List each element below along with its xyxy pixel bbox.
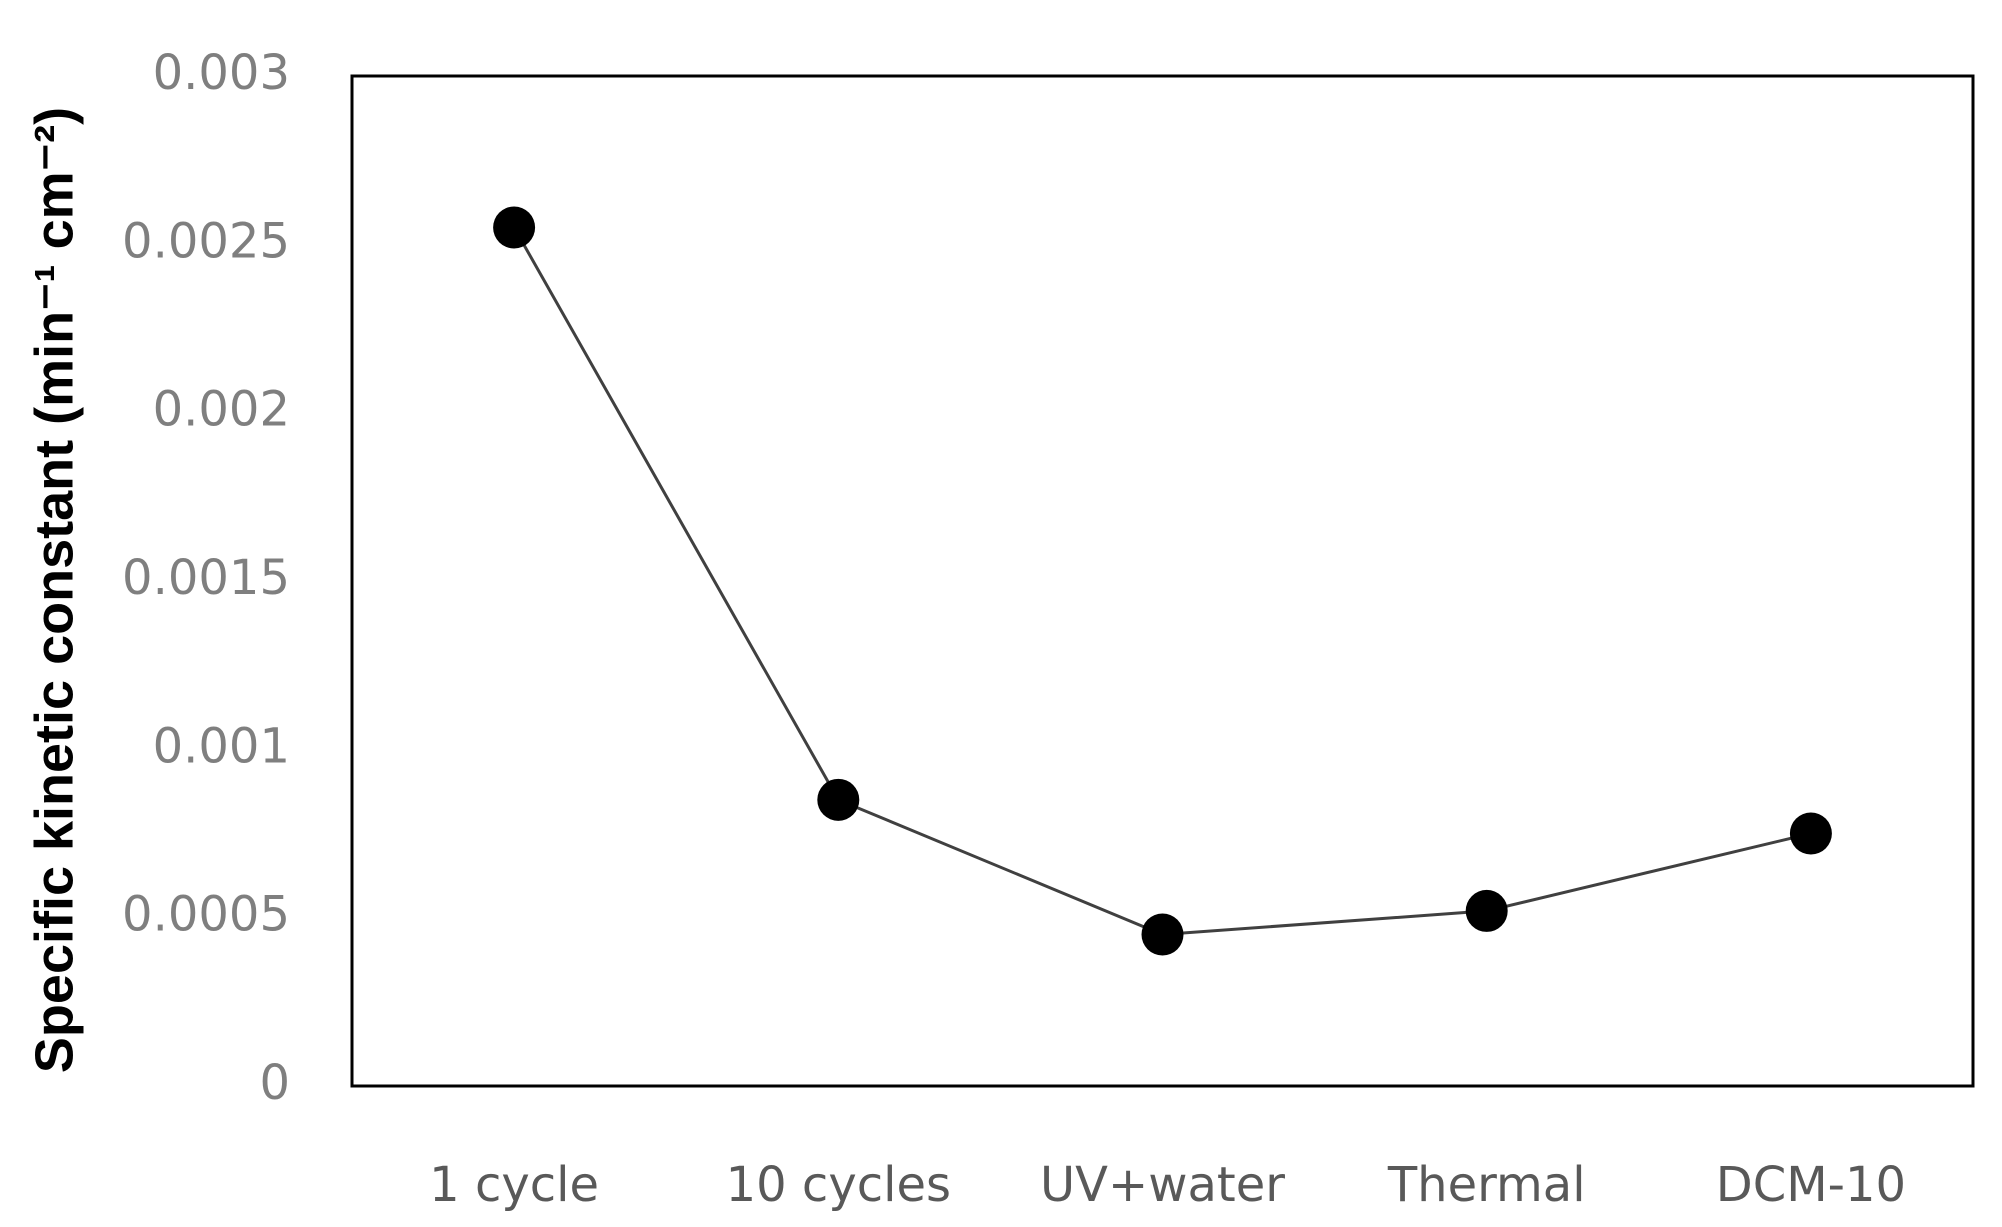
x-tick-label: 1 cycle — [429, 1157, 599, 1213]
data-point — [1465, 889, 1508, 932]
y-tick-label: 0.0025 — [122, 213, 290, 269]
y-tick-label: 0 — [259, 1055, 290, 1111]
data-point — [817, 778, 860, 821]
y-tick-label: 0.002 — [153, 382, 290, 438]
plot-frame — [350, 74, 1975, 1088]
x-tick-label: UV+water — [1040, 1157, 1285, 1213]
y-tick-label: 0.0005 — [122, 887, 290, 943]
data-point — [493, 206, 536, 249]
y-tick-label: 0.001 — [153, 718, 290, 774]
y-tick-label: 0.0015 — [122, 550, 290, 606]
y-axis-label: Specific kinetic constant (min⁻¹ cm⁻²) — [24, 107, 84, 1073]
data-point — [1789, 812, 1832, 855]
data-line — [512, 226, 1812, 937]
x-tick-label: 10 cycles — [726, 1157, 951, 1213]
data-point — [1141, 913, 1184, 956]
y-tick-label: 0.003 — [153, 45, 290, 101]
x-tick-label: Thermal — [1387, 1157, 1586, 1213]
x-tick-label: DCM-10 — [1716, 1157, 1906, 1213]
